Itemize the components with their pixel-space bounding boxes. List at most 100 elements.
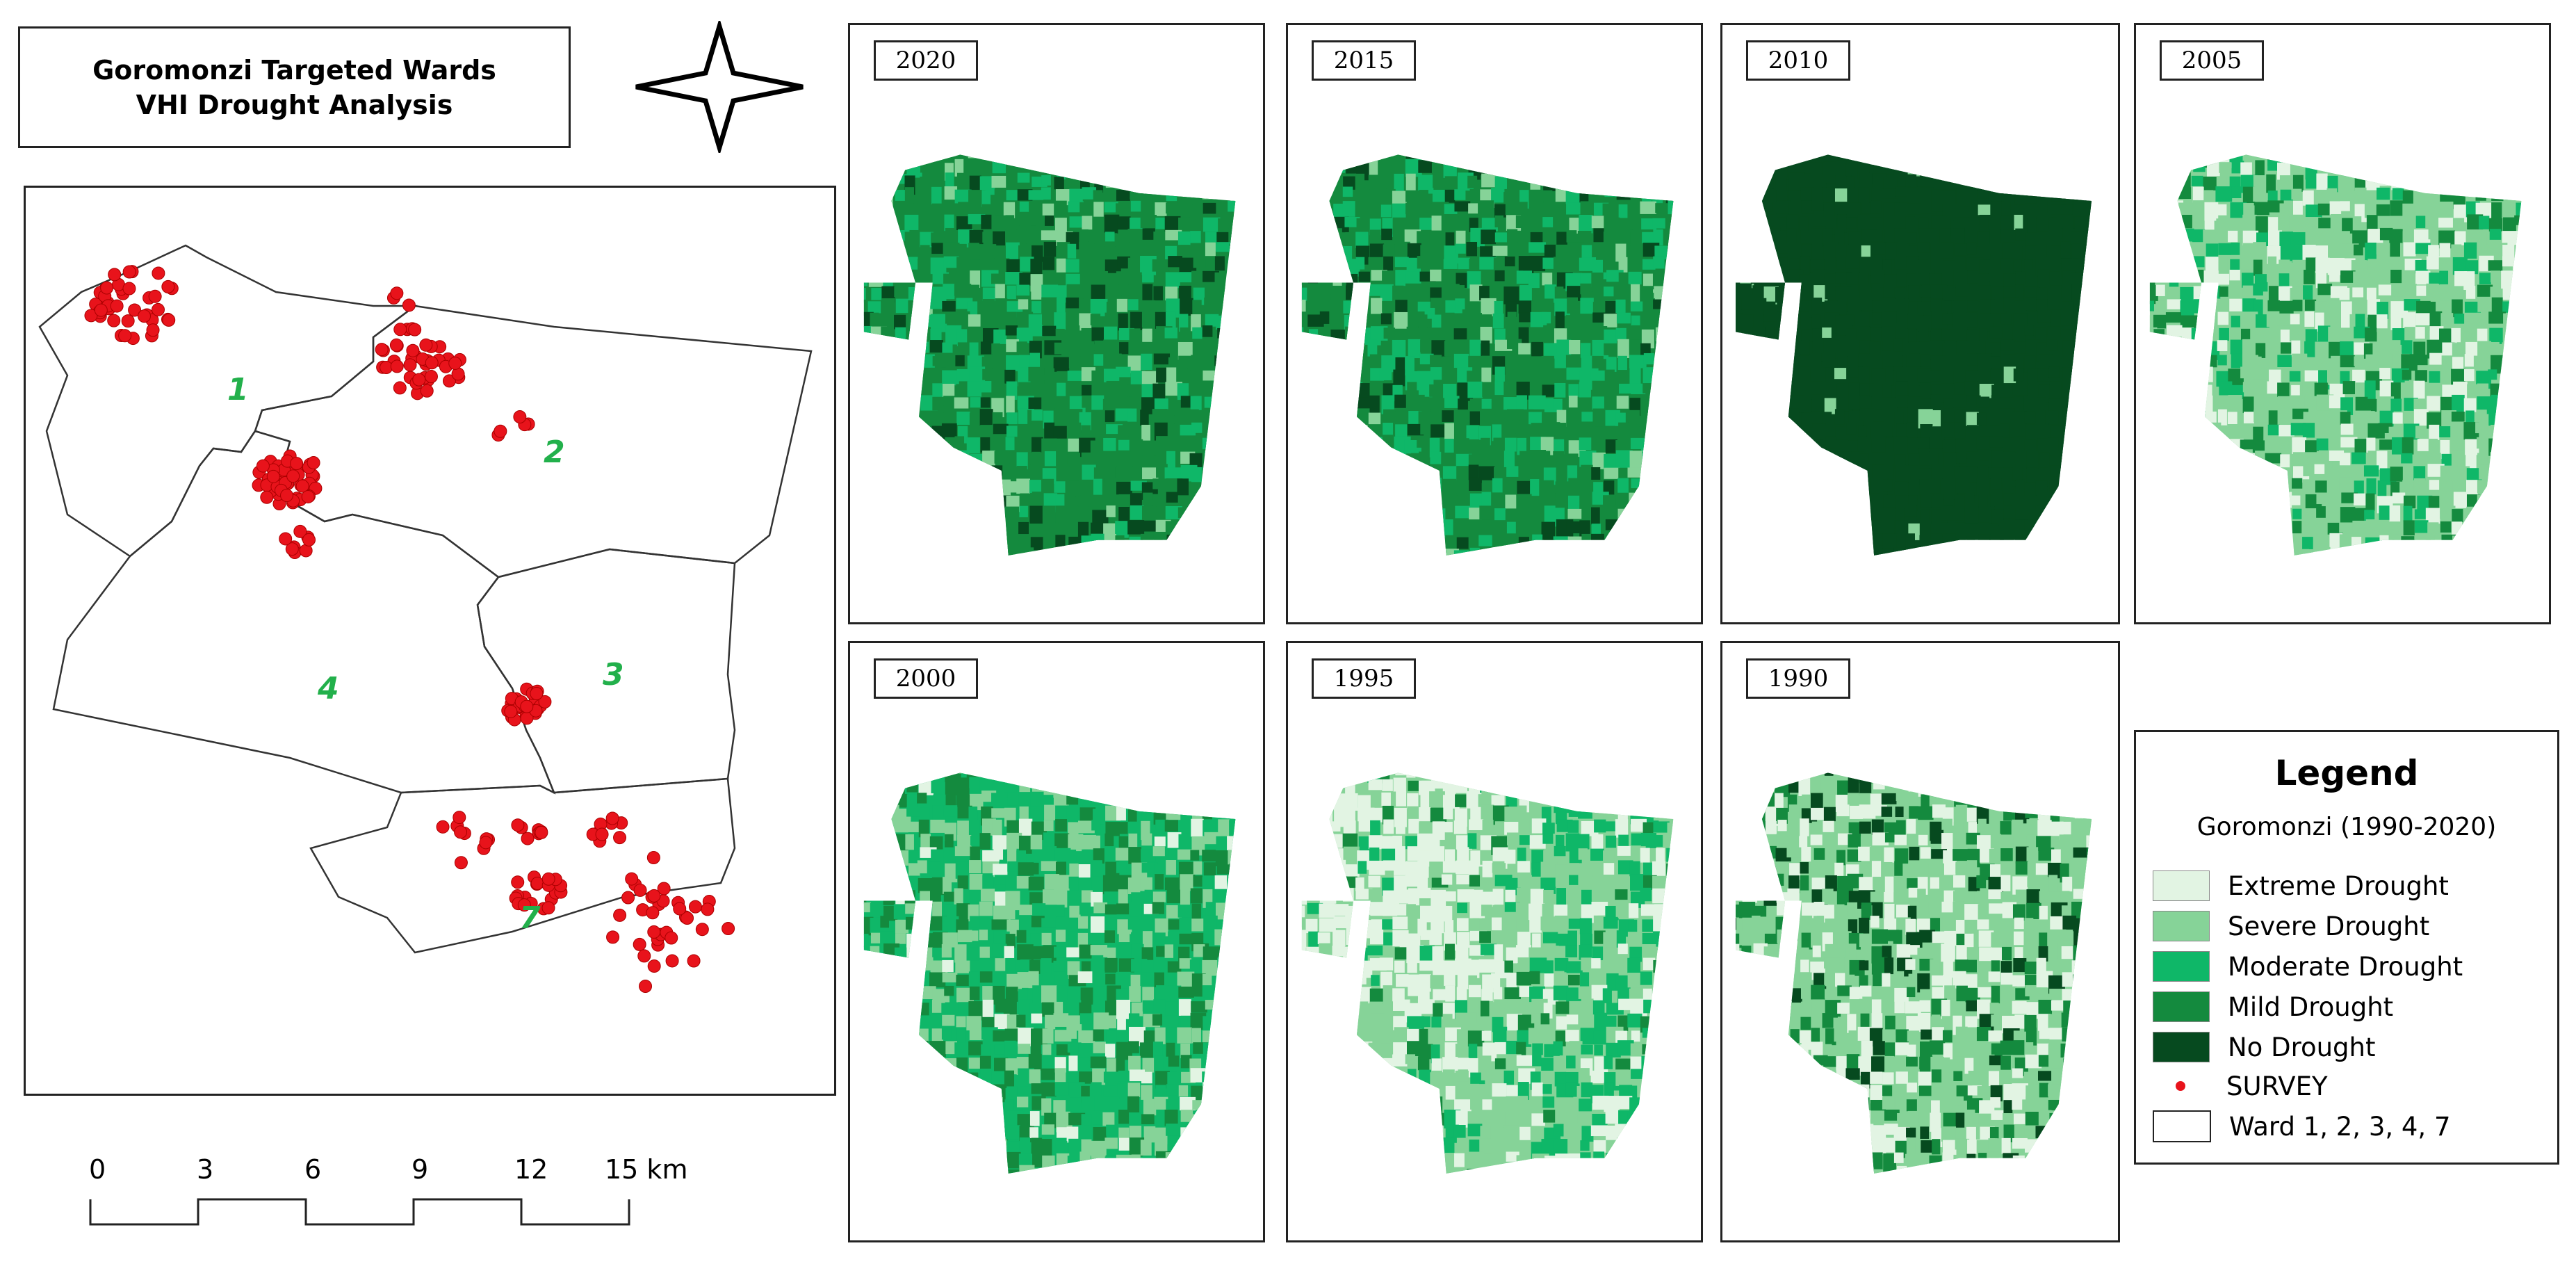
survey-point (647, 959, 661, 973)
survey-point (665, 931, 678, 945)
survey-point (390, 286, 404, 300)
survey-point (436, 820, 450, 834)
survey-point (541, 872, 555, 886)
scale-tick-label: 3 (197, 1154, 214, 1185)
vhi-panel-2000: 2000 (848, 641, 1265, 1242)
survey-point (646, 850, 660, 864)
vhi-raster-map (1301, 154, 1674, 556)
survey-point (605, 811, 619, 825)
year-label: 2015 (1312, 40, 1416, 81)
ward-label-2: 2 (544, 435, 565, 470)
survey-point (122, 265, 136, 279)
legend-swatch (2153, 991, 2210, 1022)
survey-point (517, 898, 531, 912)
survey-point (454, 825, 468, 839)
survey-point (541, 901, 555, 915)
survey-point (375, 343, 389, 357)
survey-point (266, 469, 280, 483)
survey-point (279, 532, 293, 546)
legend-item: Extreme Drought (2153, 868, 2449, 904)
survey-point (513, 410, 527, 424)
year-label: 2010 (1746, 40, 1850, 81)
survey-point (122, 282, 136, 295)
legend-item: Ward 1, 2, 3, 4, 7 (2153, 1108, 2451, 1144)
survey-point (419, 338, 433, 352)
survey-point (412, 373, 426, 387)
survey-point (530, 687, 544, 701)
survey-point (687, 954, 701, 968)
ward-label-4: 4 (317, 671, 339, 706)
survey-point (110, 299, 124, 313)
survey-point (639, 979, 653, 993)
survey-point (420, 384, 434, 398)
ward-label-7: 7 (519, 900, 541, 936)
survey-point (633, 937, 646, 951)
vhi-raster-map (863, 772, 1236, 1174)
survey-point (511, 818, 525, 832)
survey-point (151, 302, 165, 316)
survey-point (406, 343, 420, 357)
survey-point (479, 836, 493, 850)
ward-map-svg: 1 2 3 4 7 (38, 244, 813, 993)
survey-point (389, 338, 403, 352)
survey-point (100, 281, 114, 295)
scale-tick-label: 12 (514, 1154, 548, 1185)
survey-point (722, 922, 735, 936)
survey-point (148, 289, 162, 303)
survey-point (390, 359, 404, 373)
survey-point (613, 908, 627, 922)
legend-title: Legend (2274, 753, 2419, 793)
survey-point (403, 358, 417, 372)
survey-point (521, 832, 535, 845)
survey-point (448, 356, 462, 370)
survey-point (260, 490, 274, 504)
vhi-raster-map (1735, 772, 2092, 1174)
survey-point (425, 356, 439, 370)
scale-tick-label: 15 km (605, 1154, 688, 1185)
legend-label: Ward 1, 2, 3, 4, 7 (2229, 1111, 2451, 1142)
vhi-panel-1990: 1990 (1720, 641, 2120, 1242)
survey-point (633, 883, 647, 897)
survey-point (511, 875, 525, 889)
legend-label: No Drought (2228, 1032, 2376, 1062)
survey-point (256, 459, 270, 473)
survey-point (673, 902, 687, 916)
survey-point (285, 542, 299, 556)
vhi-panel-2015: 2015 (1286, 23, 1703, 624)
survey-point (646, 906, 660, 920)
survey-point (121, 314, 135, 328)
survey-point (595, 827, 609, 841)
survey-point (307, 456, 320, 470)
survey-point (161, 280, 175, 293)
map-legend: Legend Goromonzi (1990-2020) Extreme Dro… (2134, 730, 2559, 1165)
survey-point (494, 424, 507, 438)
legend-swatch (2153, 951, 2210, 982)
year-label: 1990 (1746, 658, 1850, 699)
survey-point (504, 704, 518, 718)
vhi-panel-2005: 2005 (2134, 23, 2551, 624)
ward-7-boundary (309, 777, 736, 954)
legend-label: Extreme Drought (2228, 870, 2449, 901)
survey-point (613, 831, 627, 845)
survey-point (535, 825, 548, 839)
survey-point (701, 902, 715, 916)
year-label: 2020 (874, 40, 978, 81)
survey-point (107, 314, 121, 327)
survey-point (625, 872, 639, 886)
survey-point (647, 925, 661, 939)
survey-point (442, 374, 456, 388)
survey-point (128, 303, 142, 317)
scale-tick-label: 9 (411, 1154, 429, 1185)
ward-4-boundary (52, 430, 556, 795)
ward-locator-map: 1 2 3 4 7 (24, 186, 836, 1096)
survey-point (621, 891, 635, 905)
ward-label-3: 3 (603, 657, 624, 692)
survey-point (647, 889, 661, 902)
survey-point (688, 900, 702, 914)
ward-2-boundary (254, 305, 813, 578)
legend-swatch (2153, 911, 2210, 941)
year-label: 1995 (1312, 658, 1416, 699)
survey-point (302, 533, 316, 546)
survey-point (280, 489, 294, 503)
survey-point (393, 381, 407, 395)
